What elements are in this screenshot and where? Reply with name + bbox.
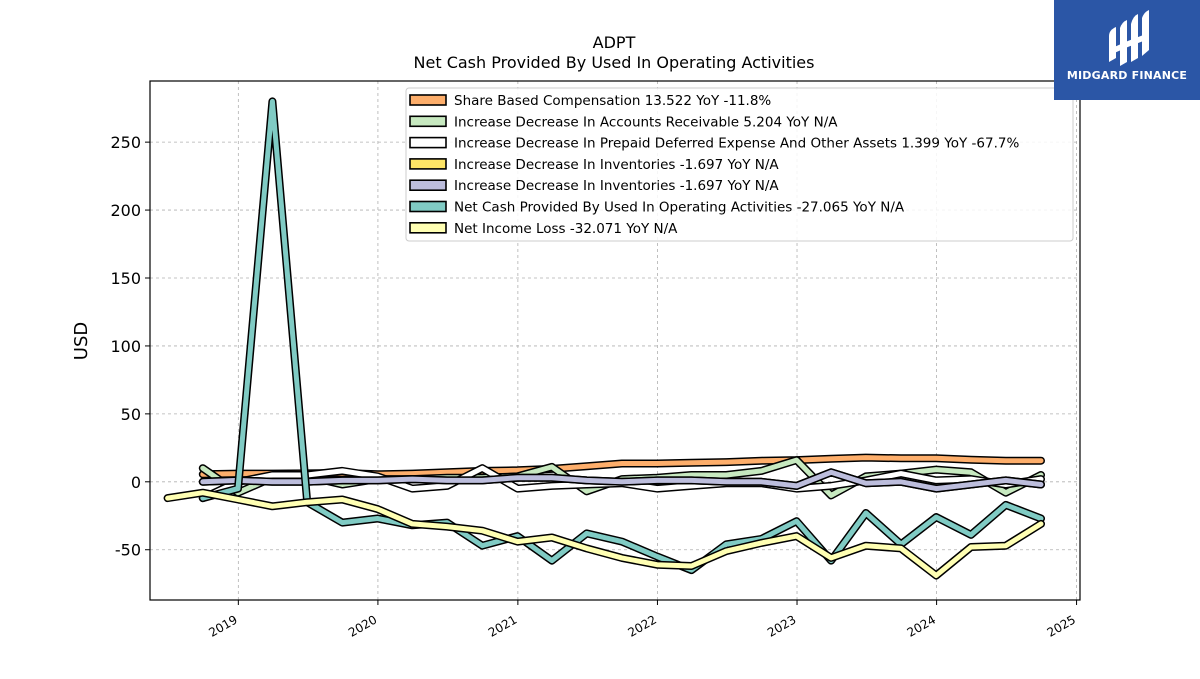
legend-label: Share Based Compensation 13.522 YoY -11.… (454, 93, 771, 109)
legend-label: Increase Decrease In Accounts Receivable… (454, 114, 838, 130)
legend-label: Increase Decrease In Prepaid Deferred Ex… (454, 136, 1019, 152)
legend-swatch (409, 94, 447, 106)
legend-label: Increase Decrease In Inventories -1.697 … (454, 178, 779, 194)
series-line-5 (200, 98, 1044, 573)
legend-swatch (409, 200, 447, 213)
y-axis-label: USD (71, 322, 92, 360)
y-tick-label: 100 (110, 337, 141, 356)
legend-swatch (409, 179, 447, 191)
legend: Share Based Compensation 13.522 YoY -11.… (405, 87, 1074, 242)
legend-swatch (409, 136, 447, 149)
y-tick-label: 200 (110, 201, 141, 220)
brand-name: MIDGARD FINANCE (1066, 69, 1188, 82)
y-tick-label: 0 (131, 473, 141, 492)
legend-box (405, 87, 1074, 242)
y-tick-label: 150 (110, 269, 141, 288)
chart-subtitle: Net Cash Provided By Used In Operating A… (414, 53, 815, 72)
plot-frame (149, 80, 1081, 601)
legend-swatch (409, 158, 447, 170)
series-line-6 (165, 490, 1044, 578)
y-tick-label: 50 (121, 405, 141, 424)
legend-label: Net Cash Provided By Used In Operating A… (454, 200, 905, 216)
y-tick-label: 250 (110, 133, 141, 152)
brand-logo: MIDGARD FINANCE (1054, 0, 1200, 100)
series-layer (163, 97, 1045, 580)
series-line-4 (200, 469, 1044, 492)
legend-label: Increase Decrease In Inventories -1.697 … (454, 157, 779, 173)
midgard-logo-icon (1109, 10, 1149, 66)
chart-title: ADPT (593, 33, 636, 52)
legend-swatch (409, 222, 447, 234)
y-tick-label: -50 (115, 541, 141, 560)
legend-swatch (409, 115, 447, 128)
legend-label: Net Income Loss -32.071 YoY N/A (454, 221, 678, 237)
